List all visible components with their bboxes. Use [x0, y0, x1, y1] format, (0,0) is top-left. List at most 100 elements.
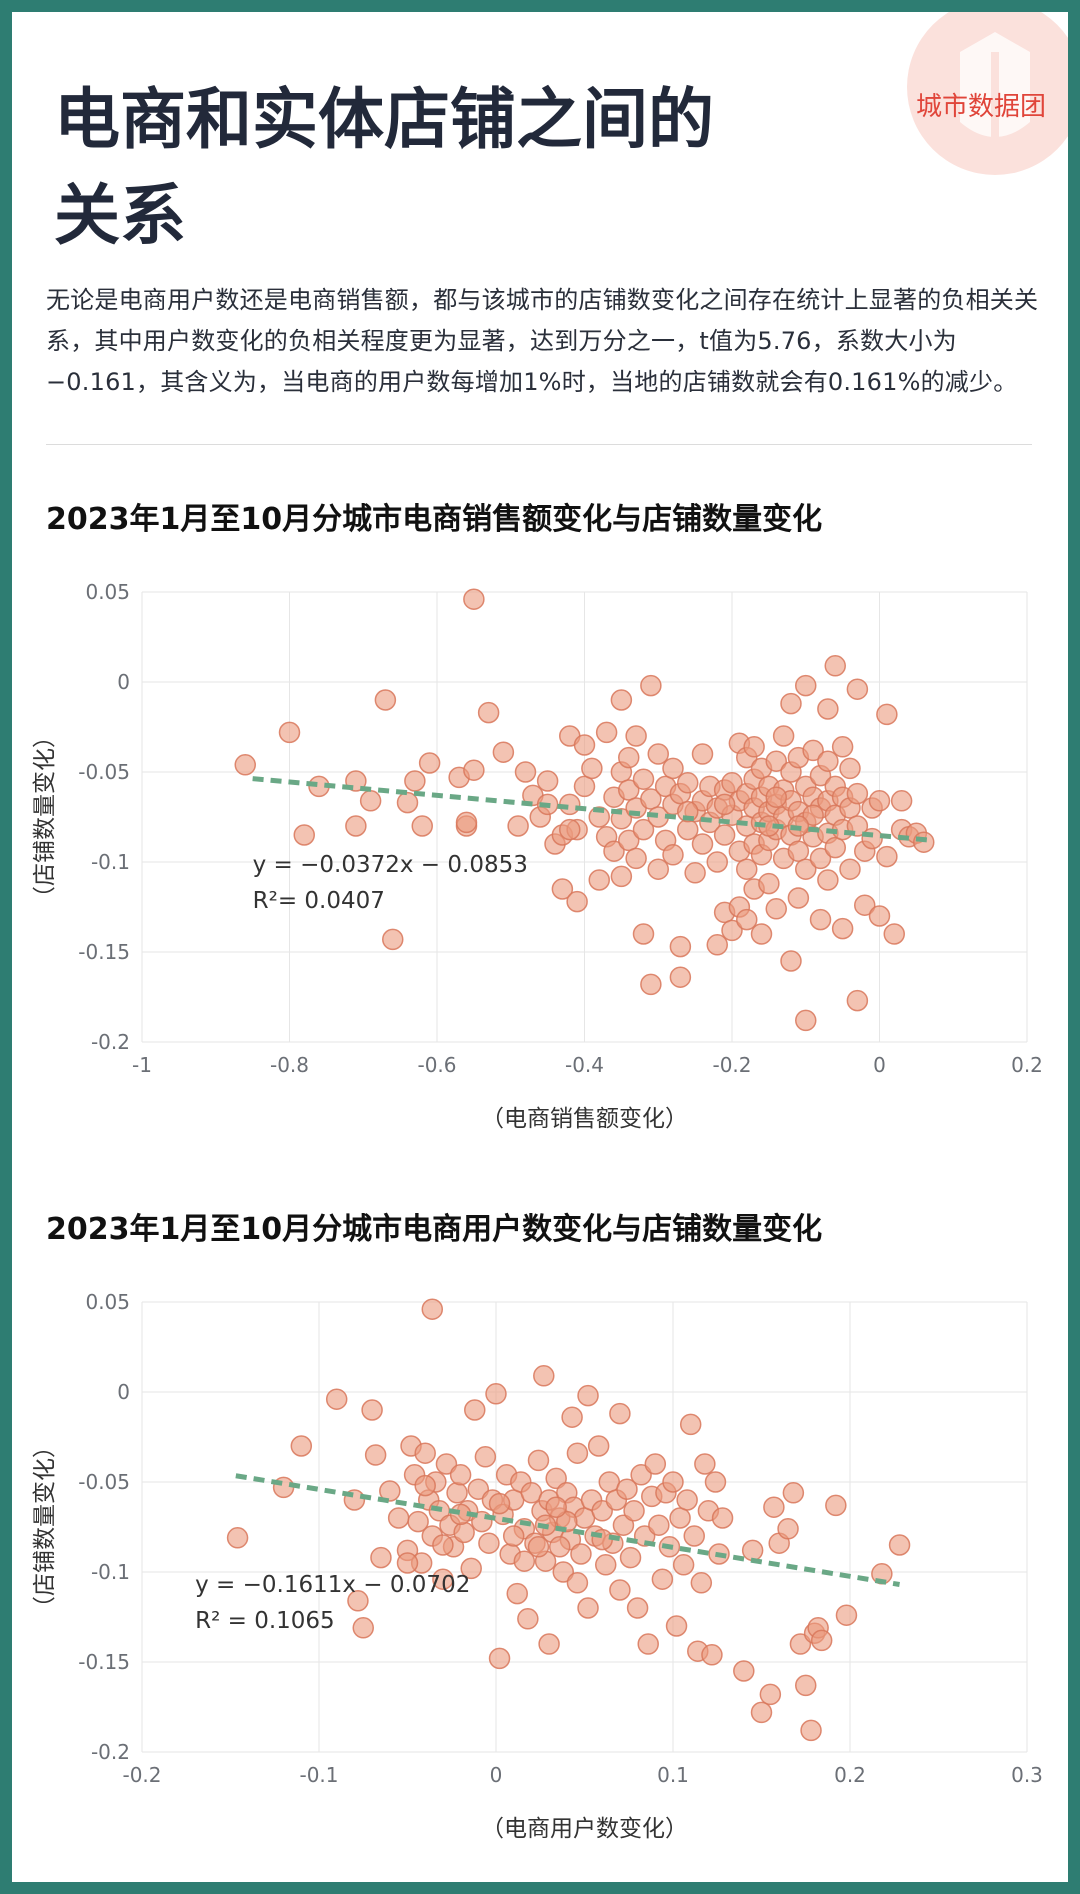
data-point [759, 1683, 782, 1706]
data-point [421, 1298, 444, 1320]
data-point [780, 692, 802, 715]
data-point [676, 1489, 698, 1511]
data-point [460, 1557, 482, 1580]
trend-line [252, 776, 932, 843]
data-point [379, 1480, 401, 1502]
data-point [831, 736, 854, 758]
data-point [548, 1536, 571, 1558]
data-point [536, 770, 559, 792]
data-point [573, 775, 596, 798]
data-point [825, 1494, 847, 1517]
data-point [566, 1572, 589, 1594]
data-point [651, 1568, 674, 1590]
data-point [691, 743, 714, 765]
data-point [545, 1496, 567, 1518]
data-point [795, 1674, 817, 1697]
x-tick-label: -0.6 [417, 1053, 456, 1077]
data-point [777, 1518, 799, 1540]
data-point [704, 1471, 727, 1493]
data-point [588, 869, 610, 891]
data-point [566, 1442, 589, 1464]
data-point [561, 1406, 583, 1428]
x-tick-label: -0.1 [299, 1763, 338, 1787]
data-point [713, 824, 736, 846]
y-tick-label: -0.2 [91, 1740, 130, 1764]
y-tick-label: -0.1 [91, 850, 130, 874]
divider [46, 444, 1032, 445]
data-point [765, 898, 787, 920]
data-point [846, 989, 869, 1012]
data-point [609, 1579, 631, 1601]
data-point [648, 1514, 670, 1536]
x-tick-label: 0.1 [657, 1763, 689, 1787]
x-tick-label: 0 [873, 1053, 886, 1077]
data-point [527, 1536, 550, 1558]
data-point [765, 750, 787, 772]
data-point [556, 1510, 578, 1533]
data-point [672, 1554, 695, 1576]
data-point [669, 1507, 691, 1529]
data-point [577, 1384, 599, 1407]
data-point [890, 790, 913, 812]
data-point [396, 791, 419, 814]
chart-title-sales: 2023年1月至10月分城市电商销售额变化与店铺数量变化 [46, 502, 823, 537]
data-point [669, 966, 692, 988]
data-point [545, 1467, 567, 1490]
data-point [552, 1561, 575, 1583]
r-squared-label: R²= 0.0407 [253, 888, 385, 914]
x-tick-label: -0.4 [565, 1053, 604, 1077]
data-point [463, 759, 485, 781]
data-point [418, 752, 441, 774]
data-point [662, 1471, 684, 1493]
data-points [226, 1298, 911, 1742]
data-point [782, 1482, 805, 1504]
data-point [616, 1478, 638, 1500]
data-point [835, 1604, 858, 1626]
y-tick-label: -0.15 [78, 940, 130, 964]
data-point [293, 824, 315, 846]
y-axis-label: （店铺数量变化） [32, 725, 58, 909]
data-point [647, 743, 669, 765]
data-point [824, 655, 846, 677]
data-point [325, 1388, 348, 1410]
data-point [446, 1482, 468, 1504]
data-point [662, 844, 684, 866]
data-point [594, 1554, 617, 1576]
data-point [888, 1534, 911, 1556]
x-tick-label: -0.2 [122, 1763, 161, 1787]
data-point [577, 1597, 599, 1619]
data-point [514, 761, 537, 783]
data-point [610, 689, 633, 711]
data-point [449, 1464, 472, 1486]
y-tick-label: -0.2 [91, 1030, 130, 1054]
data-point [407, 1510, 429, 1533]
data-point [632, 768, 655, 790]
data-point [809, 908, 832, 931]
x-tick-label: -1 [132, 1053, 152, 1077]
y-tick-label: -0.05 [78, 760, 130, 784]
data-point [364, 1444, 387, 1466]
data-point [795, 858, 817, 880]
data-point [817, 698, 839, 720]
regression-equation: y = −0.0372x − 0.0853 [253, 852, 528, 878]
data-point [677, 772, 699, 794]
data-point [883, 923, 905, 945]
data-point [861, 827, 883, 850]
data-point [633, 1525, 656, 1547]
data-point [595, 721, 618, 744]
data-point [610, 865, 633, 888]
data-point [876, 703, 898, 726]
data-point [679, 1413, 702, 1436]
data-point [809, 847, 832, 870]
data-point [691, 833, 714, 855]
data-point [711, 1507, 734, 1529]
data-point [640, 973, 662, 996]
data-point [831, 917, 854, 940]
data-point [455, 811, 478, 834]
trend-line [235, 1473, 900, 1587]
data-point [824, 836, 846, 859]
data-point [612, 1514, 635, 1536]
data-point [382, 928, 404, 951]
data-point [684, 862, 706, 884]
data-point [347, 1590, 369, 1612]
